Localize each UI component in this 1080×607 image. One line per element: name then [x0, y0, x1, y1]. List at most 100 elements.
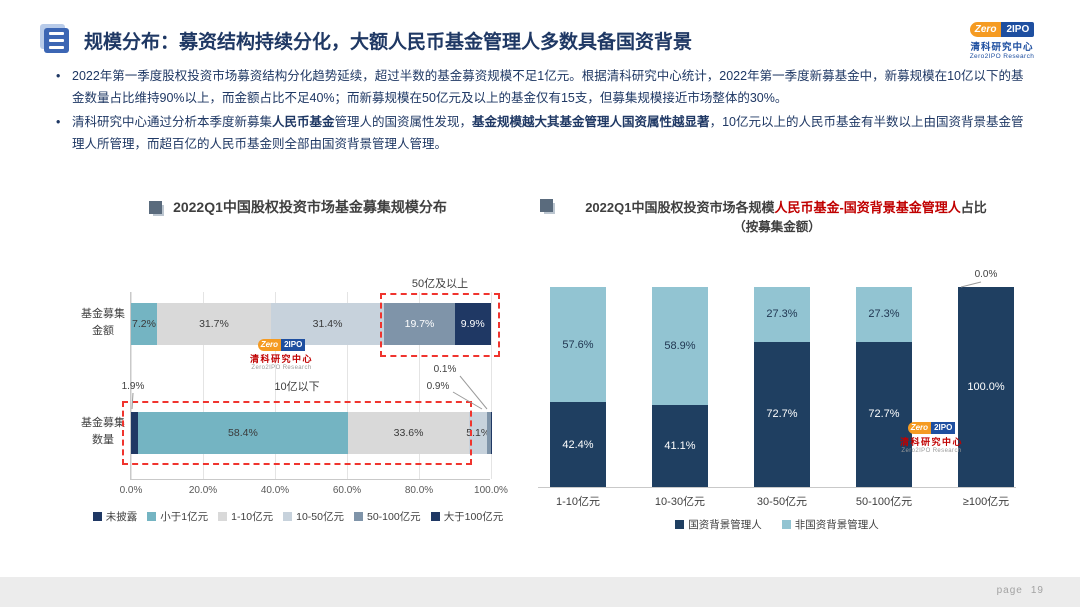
right-chart-subtitle: （按募集金额） [733, 220, 821, 234]
x-axis-tick-label: 20.0% [188, 485, 218, 496]
column-segment: 27.3% [754, 287, 810, 342]
bar-segment [131, 412, 138, 454]
column-category-label: 50-100亿元 [855, 496, 913, 508]
logo-ipo-text: 2IPO [931, 422, 956, 434]
stacked-bar: 58.4% 33.6% 5.1% [131, 412, 491, 454]
legend-item: 国资背景管理人 [675, 517, 762, 532]
page-label: page [996, 585, 1023, 596]
state-owned-manager-share-chart: 2022Q1中国股权投资市场各规模人民币基金-国资背景基金管理人占比 （按募集金… [538, 192, 1016, 545]
legend-item: 1-10亿元 [218, 509, 273, 524]
legend-swatch [218, 512, 228, 521]
logo-ipo-text: 2IPO [1001, 22, 1035, 37]
bar-category-label: 基金募集金额 [81, 308, 125, 338]
legend-label: 10-50亿元 [296, 511, 344, 523]
x-axis-tick-label: 40.0% [260, 485, 290, 496]
zero2ipo-watermark: Zero 2IPO 清科研究中心 Zero2IPO Research [900, 422, 963, 454]
legend-item: 未披露 [92, 509, 138, 524]
x-axis-tick-label: 60.0% [332, 485, 362, 496]
zero2ipo-watermark: Zero 2IPO 清科研究中心 Zero2IPO Research [250, 339, 313, 371]
right-chart-legend: 国资背景管理人 非国资背景管理人 [538, 517, 1016, 532]
zero2ipo-badge-icon: Zero 2IPO [257, 339, 306, 351]
logo-zero-text: Zero [257, 339, 282, 351]
gridline [275, 292, 276, 479]
bar-segment: 5.1% [466, 412, 490, 454]
column-segment: 41.1% [652, 404, 708, 487]
left-chart-legend: 未披露 小于1亿元 1-10亿元 10-50亿元 50-100亿元 大于100亿元 [70, 509, 526, 524]
legend-label: 1-10亿元 [231, 511, 274, 523]
x-axis-tick-label: 80.0% [404, 485, 434, 496]
legend-item: 非国资背景管理人 [781, 517, 879, 532]
bar-segment: 7.2% [131, 303, 157, 345]
bar-segment: 9.9% [454, 303, 491, 345]
legend-swatch [430, 512, 440, 521]
gridline [491, 292, 492, 479]
bar-segment: 58.4% [137, 412, 349, 454]
highlight-box-50yi-plus [380, 293, 500, 357]
watermark-cn-name: 清科研究中心 [250, 354, 314, 364]
legend-label: 未披露 [105, 511, 138, 523]
logo-en-name: Zero2IPO Research [969, 53, 1035, 60]
callout-undisclosed: 1.9% [121, 381, 145, 392]
stacked-column: 27.3% 72.7% [754, 287, 810, 487]
page-number-value: 19 [1030, 585, 1044, 596]
bar-segment [487, 412, 491, 454]
left-chart-plot-area: 0.0% 20.0% 40.0% 60.0% 80.0% 100.0% 7.2% 31.7% 3… [120, 292, 508, 496]
bullet-1: • 2022年第一季度股权投资市场募资结构分化趋势延续，超过半数的基金募资规模不… [56, 66, 1032, 109]
gridline [203, 292, 204, 479]
column-category-label: 30-50亿元 [756, 496, 808, 508]
stacked-column: 100.0% [958, 287, 1014, 487]
column-segment: 100.0% [958, 287, 1014, 487]
right-chart-title: 2022Q1中国股权投资市场各规模人民币基金-国资背景基金管理人占比 [585, 200, 987, 215]
column-segment: 27.3% [856, 287, 912, 342]
bullet-1-text: 2022年第一季度股权投资市场募资结构分化趋势延续，超过半数的基金募资规模不足1… [72, 69, 1024, 105]
column-category-label: ≥100亿元 [962, 496, 1010, 508]
logo-zero-text: Zero [969, 22, 1002, 37]
summary-bullets: • 2022年第一季度股权投资市场募资结构分化趋势延续，超过半数的基金募资规模不… [56, 66, 1032, 158]
column-segment: 58.9% [652, 287, 708, 405]
highlight-box-under-10yi [122, 401, 472, 465]
annotation-under-10yi: 10亿以下 [274, 381, 320, 393]
watermark-en-name: Zero2IPO Research [901, 448, 962, 454]
square-bullet-icon [149, 200, 163, 214]
stacked-bar: 7.2% 31.7% 31.4% 19.7% 9.9% [131, 303, 491, 345]
legend-swatch [147, 512, 157, 521]
legend-label: 50-100亿元 [366, 511, 421, 523]
column-segment: 72.7% [856, 341, 912, 487]
right-chart-plot-area: 57.6% 42.4% 58.9% 41.1% 27.3% 72.7% 27.3% 72.7%… [538, 287, 1016, 487]
callout-over-100yi: 0.1% [433, 364, 457, 375]
zero2ipo-badge-icon: Zero 2IPO [969, 22, 1035, 37]
bar-category-label: 基金募集数量 [81, 417, 125, 447]
legend-swatch [781, 520, 791, 529]
legend-item: 小于1亿元 [147, 509, 208, 524]
logo-ipo-text: 2IPO [281, 339, 306, 351]
left-chart-title: 2022Q1中国股权投资市场基金募集规模分布 [173, 199, 447, 215]
legend-item: 大于100亿元 [430, 509, 503, 524]
stacked-column: 58.9% 41.1% [652, 287, 708, 487]
square-bullet-icon [540, 199, 553, 212]
legend-swatch [675, 520, 685, 529]
bar-segment: 31.4% [271, 303, 385, 345]
gridline [131, 292, 132, 479]
legend-item: 50-100亿元 [353, 509, 421, 524]
stacked-column: 57.6% 42.4% [550, 287, 606, 487]
legend-label: 小于1亿元 [160, 511, 209, 523]
annotation-50yi-plus: 50亿及以上 [411, 278, 469, 290]
bullet-marker: • [56, 115, 61, 129]
zero2ipo-logo: Zero 2IPO 清科研究中心 Zero2IPO Research [960, 22, 1044, 60]
callout-50-100yi: 0.9% [426, 381, 450, 392]
column-category-label: 1-10亿元 [555, 496, 601, 508]
legend-label: 国资背景管理人 [688, 519, 762, 531]
stacked-column: 27.3% 72.7% [856, 287, 912, 487]
bar-segment: 31.7% [156, 303, 272, 345]
annotation-zero-percent: 0.0% [974, 269, 998, 280]
gridline [347, 292, 348, 479]
x-axis-line [538, 487, 1016, 488]
page-title: 规模分布：募资结构持续分化，大额人民币基金管理人多数具备国资背景 [84, 32, 693, 53]
bar-segment: 19.7% [384, 303, 455, 345]
logo-zero-text: Zero [907, 422, 932, 434]
column-category-label: 10-30亿元 [654, 496, 706, 508]
slide-header: 规模分布：募资结构持续分化，大额人民币基金管理人多数具备国资背景 Zero 2I… [40, 22, 1044, 64]
page-number: page 19 [997, 585, 1044, 596]
left-chart-title-row: 2022Q1中国股权投资市场基金募集规模分布 [70, 197, 526, 217]
